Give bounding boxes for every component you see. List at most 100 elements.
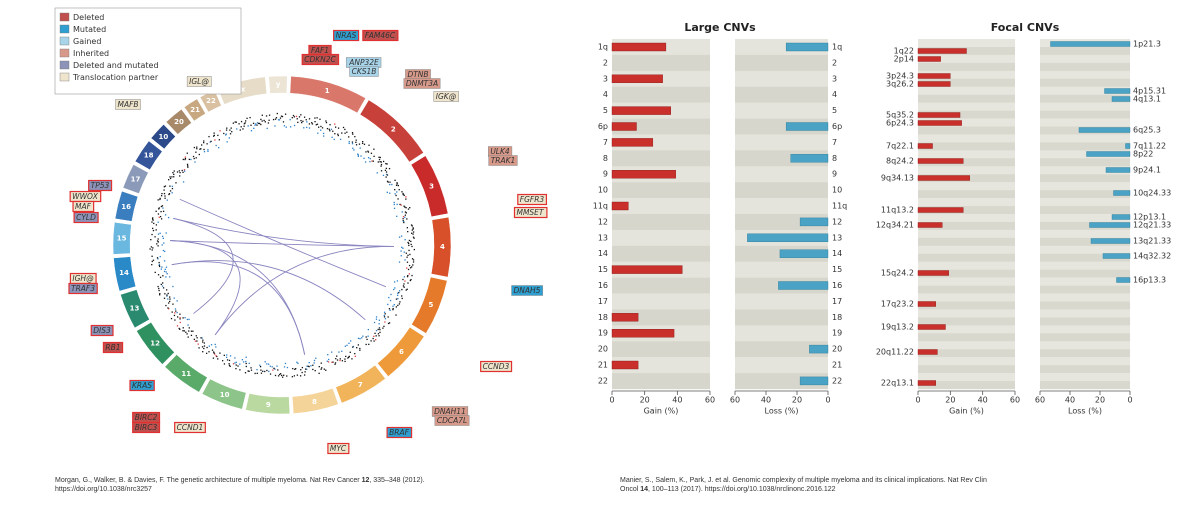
chromosome-label: 9: [266, 401, 271, 409]
cn-point: [214, 353, 216, 355]
row-band: [1040, 198, 1130, 207]
cn-point: [268, 114, 271, 116]
x-axis-title: Loss (%): [765, 407, 799, 416]
cn-point: [391, 183, 393, 186]
category-label: 22q13.1: [881, 379, 914, 388]
chromosome-label: 11: [181, 370, 191, 378]
gene-box: [68, 282, 98, 295]
cn-point: [160, 205, 163, 208]
cn-point: [171, 185, 174, 187]
cn-point: [368, 343, 370, 346]
gene-label: TRAK1: [491, 156, 516, 165]
row-band: [918, 182, 1015, 191]
cn-point: [162, 282, 164, 284]
cn-point: [314, 369, 316, 372]
cn-point: [250, 130, 253, 132]
cn-point: [405, 289, 407, 291]
chromosome-arc: [164, 354, 208, 393]
cn-point: [151, 218, 154, 220]
row-band: [918, 277, 1015, 286]
category-label: 18: [832, 313, 842, 322]
row-band: [612, 214, 710, 231]
category-label: 20: [598, 345, 608, 354]
cn-point: [239, 369, 241, 371]
cn-point: [165, 289, 168, 291]
cn-point: [396, 183, 398, 185]
gene-label: KRAS: [132, 381, 152, 390]
cn-point: [392, 305, 394, 307]
cn-point: [285, 126, 287, 128]
cn-point: [378, 327, 381, 329]
cn-point: [187, 324, 189, 326]
cn-point: [385, 171, 388, 173]
cn-point: [168, 193, 170, 196]
cn-point: [387, 316, 389, 318]
cn-point: [299, 375, 302, 377]
cn-point: [357, 344, 360, 346]
bar: [917, 143, 933, 149]
cn-point: [266, 127, 268, 130]
cn-point: [218, 139, 220, 141]
cn-point: [373, 321, 376, 324]
cn-point: [377, 328, 379, 331]
cn-point: [412, 233, 414, 235]
cn-point: [411, 229, 413, 231]
cn-point: [370, 152, 373, 154]
cn-point: [244, 122, 246, 124]
x-tick-label: 0: [915, 396, 920, 405]
cn-point: [168, 179, 170, 181]
gene-label: FGFR3: [520, 195, 545, 204]
cn-point: [158, 263, 161, 266]
chromosome-label: 7: [358, 381, 363, 389]
cn-point: [393, 304, 395, 306]
row-band: [918, 325, 1015, 334]
cn-point: [205, 352, 208, 354]
category-label: 18: [598, 313, 608, 322]
cn-point: [306, 365, 308, 367]
x-tick-label: 60: [1010, 396, 1020, 405]
row-band: [735, 166, 828, 183]
cn-point: [334, 123, 336, 125]
cn-point: [303, 374, 306, 376]
cn-point: [158, 261, 160, 264]
cn-point: [387, 322, 390, 325]
cn-point: [256, 122, 259, 124]
cn-point: [318, 365, 320, 368]
legend-label: Translocation partner: [72, 73, 159, 82]
gene-box: [102, 341, 124, 354]
gene-box: [488, 155, 518, 166]
category-label: 16: [832, 281, 842, 290]
cn-point: [359, 347, 361, 350]
cn-point: [352, 346, 354, 348]
cn-point: [302, 120, 304, 122]
cn-point: [312, 364, 314, 366]
cn-point: [256, 124, 258, 126]
category-label: 3p24.3: [886, 72, 914, 81]
category-label: 4q13.1: [1133, 95, 1161, 104]
cn-point: [335, 357, 337, 360]
x-axis-title: Loss (%): [1068, 407, 1102, 416]
cn-point: [167, 307, 169, 309]
bar: [1111, 96, 1131, 102]
cn-point: [182, 171, 184, 173]
cn-point: [388, 167, 391, 170]
cn-point: [293, 124, 296, 127]
citation-volume: 14: [640, 486, 649, 493]
cn-point: [314, 121, 316, 123]
chromosome-arc: [136, 321, 175, 365]
chromosome-arc: [112, 221, 132, 255]
cn-point: [238, 123, 240, 125]
cn-point: [321, 367, 323, 369]
cn-point: [162, 237, 164, 239]
row-band: [612, 341, 710, 358]
cn-point: [301, 121, 303, 124]
gene-tag: CDKN2C: [301, 53, 340, 66]
cn-point: [375, 335, 377, 337]
cn-point: [184, 156, 187, 158]
cn-point: [192, 330, 194, 332]
cn-point: [380, 163, 383, 166]
cn-point: [357, 154, 359, 156]
cn-point: [169, 176, 171, 178]
cn-point: [379, 161, 381, 163]
category-label: 12q21.33: [1133, 221, 1171, 230]
